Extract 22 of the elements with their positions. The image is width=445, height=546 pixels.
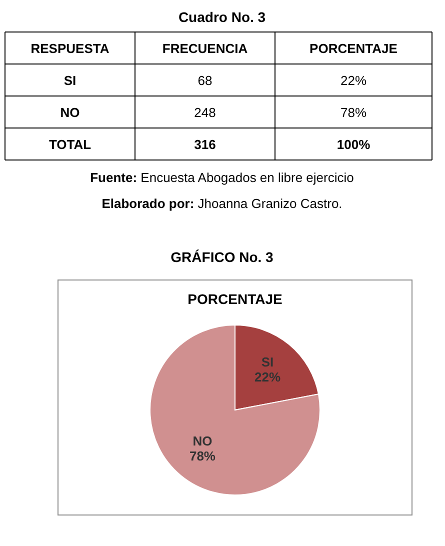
text: 248 [194, 105, 216, 120]
text: 78% [340, 105, 367, 120]
category-label: FRECUENCIA [162, 41, 248, 56]
source-note: Fuente: Encuesta Abogados en libre ejercicio [90, 170, 354, 185]
text: NO [60, 105, 80, 120]
slice-label: SI [261, 354, 274, 370]
text: Cuadro No. 3 [178, 9, 266, 25]
pie-slice [150, 324, 320, 496]
text: 68 [198, 73, 212, 88]
text: SI [64, 73, 76, 88]
text: 316 [194, 137, 216, 152]
data-label: 78% [189, 448, 216, 464]
category-label: PORCENTAJE [310, 41, 398, 56]
text: TOTAL [48, 137, 92, 152]
category-label: RESPUESTA [30, 41, 110, 56]
chart-subtitle: PORCENTAJE [188, 291, 282, 307]
text: 100% [336, 137, 370, 152]
data-label: 22% [254, 370, 281, 385]
chart-title: GRÁFICO No. 3 [170, 249, 274, 265]
slice-label: NO [192, 433, 212, 448]
text: 22% [340, 73, 367, 88]
text: Elaborado por: Jhoanna Granizo Castro. [102, 196, 342, 211]
